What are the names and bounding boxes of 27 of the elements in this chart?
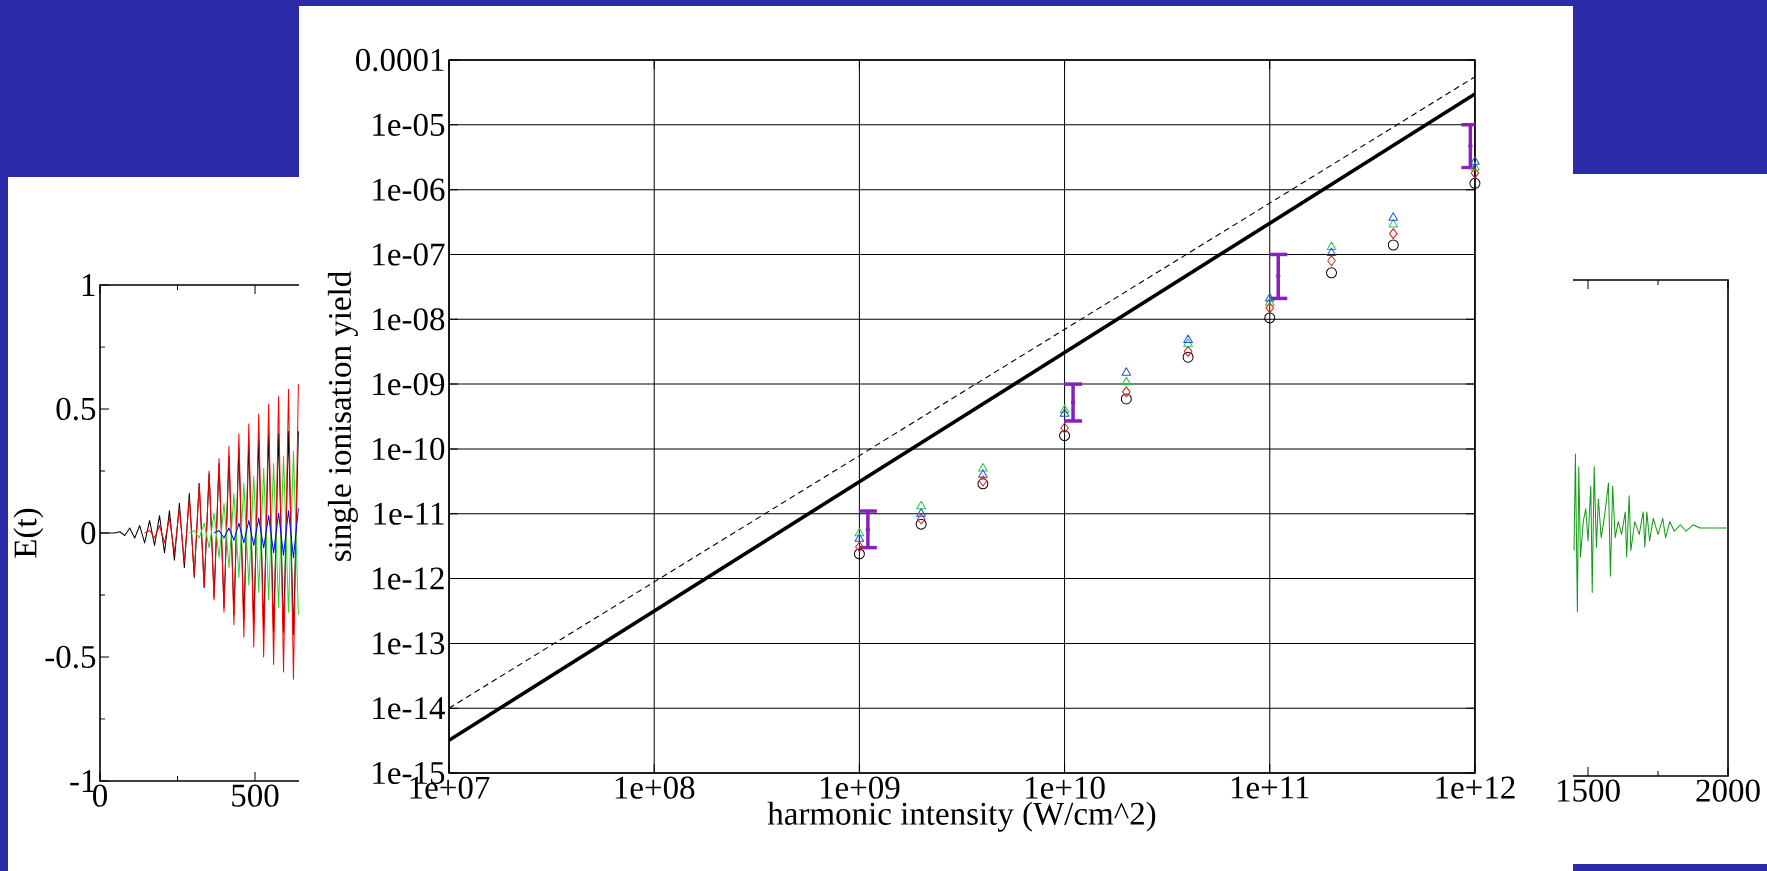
y-tick-label: 0.5 (56, 397, 96, 421)
y-tick-label: 1 (82, 274, 95, 296)
x-tick-label: 1e+09 (820, 776, 900, 799)
y-tick-label: 1e-11 (374, 502, 444, 525)
y-tick-label: 1e-10 (373, 437, 445, 461)
y-tick-label: -1 (70, 770, 95, 792)
x-tick-label: 2000 (1696, 779, 1760, 802)
x-tick-label: 1500 (1557, 779, 1620, 802)
y-tick-label: 1e-08 (373, 308, 445, 331)
x-tick-label: 1e+11 (1231, 776, 1309, 799)
y-axis-title: single ionisation yield (327, 271, 358, 561)
x-tick-label: 500 (232, 784, 279, 807)
y-tick-label: 1e-14 (373, 697, 445, 720)
y-tick-label: 1e-06 (373, 178, 445, 201)
x-tick-label: 1e+08 (615, 776, 695, 799)
y-tick-label: -0.5 (45, 645, 96, 669)
x-tick-label: 1e+10 (1026, 776, 1105, 799)
x-axis-title: harmonic intensity (W/cm^2) (767, 801, 1156, 832)
y-tick-label: 0.0001 (356, 48, 444, 72)
y-axis-title: E(t) (13, 508, 44, 558)
y-tick-label: 1e-05 (373, 113, 445, 136)
y-tick-label: 1e-07 (373, 243, 445, 266)
y-tick-label: 1e-12 (373, 567, 444, 590)
y-tick-label: 1e-09 (373, 372, 445, 396)
y-tick-label: 0 (81, 521, 96, 545)
y-tick-label: 1e-13 (373, 632, 445, 655)
x-tick-label: 1e+12 (1436, 776, 1515, 799)
